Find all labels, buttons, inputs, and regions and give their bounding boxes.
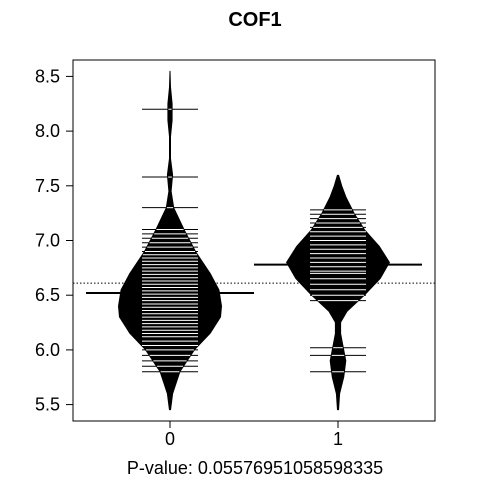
y-tick-label: 8.5	[35, 66, 60, 86]
y-tick-label: 6.0	[35, 340, 60, 360]
plot-frame	[72, 59, 436, 422]
chart-title: COF1	[228, 9, 281, 31]
y-tick-label: 5.5	[35, 395, 60, 415]
x-axis-label: P-value: 0.0557695105859833⁨⁩5	[127, 458, 383, 478]
y-tick-label: 6.5	[35, 285, 60, 305]
bean-density-0	[118, 70, 222, 411]
bean-density-1	[286, 174, 390, 411]
y-axis: 5.5 6.0 6.5 7.0 7.5 8.0 8.5	[35, 66, 73, 415]
y-tick-label: 8.0	[35, 121, 60, 141]
y-tick-label: 7.0	[35, 231, 60, 251]
beans-layer	[73, 70, 435, 411]
x-tick-label-1: 1	[333, 429, 343, 449]
x-tick-label-0: 0	[165, 429, 175, 449]
y-tick-label: 7.5	[35, 176, 60, 196]
